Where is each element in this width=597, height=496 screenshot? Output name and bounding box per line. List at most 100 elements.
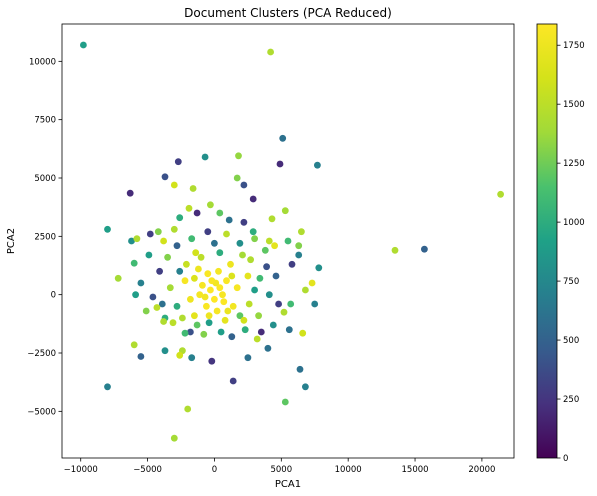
data-point-55 [130,341,138,349]
data-point-93 [216,249,224,257]
data-point-16 [240,181,248,189]
data-point-2 [279,134,287,142]
data-point-88 [188,235,196,243]
data-point-108 [187,295,194,303]
data-point-13 [189,185,197,192]
data-point-46 [130,259,138,267]
data-point-40 [288,260,296,268]
data-point-123 [201,293,209,301]
data-point-116 [196,291,204,299]
colorbar [537,24,557,458]
data-point-74 [287,300,295,308]
data-point-59 [176,351,184,359]
data-point-60 [188,354,196,362]
data-point-66 [229,377,237,385]
data-point-67 [281,398,289,406]
colorbar-frame [536,23,558,459]
data-point-24 [154,228,162,236]
colorbar-tick-label: 500 [563,336,579,346]
data-point-70 [170,434,178,442]
data-point-73 [280,308,288,316]
y-tick-label: −5000 [27,407,56,417]
data-point-69 [184,405,192,413]
data-point-57 [161,347,169,355]
x-tick-label: 5000 [270,465,292,475]
data-point-56 [137,353,145,360]
data-point-127 [191,274,198,282]
colorbar-tick-label: 250 [563,395,579,405]
data-point-37 [298,228,305,236]
data-point-106 [233,284,241,292]
data-point-29 [207,201,214,209]
data-point-121 [219,291,226,299]
data-point-51 [142,307,150,315]
y-tick-label: 7500 [34,116,56,126]
x-tick-label: −5000 [133,465,162,475]
data-point-134 [265,291,273,299]
data-point-96 [245,300,253,308]
data-point-32 [240,218,248,226]
data-point-41 [315,264,323,272]
data-point-71 [299,329,307,337]
data-point-137 [158,300,166,308]
data-point-35 [271,242,278,250]
data-point-44 [311,300,319,308]
y-axis-label: PCA2 [6,228,17,254]
data-point-50 [153,304,161,311]
data-point-136 [156,267,164,275]
data-point-82 [256,274,264,282]
data-point-18 [268,215,276,223]
data-point-145 [211,239,218,247]
data-point-113 [220,298,228,306]
data-point-72 [285,326,293,334]
colorbar-tick-label: 0 [563,454,568,464]
data-point-80 [187,328,194,336]
y-tick-label: 0 [51,291,56,301]
y-tick-label: 10000 [29,57,56,67]
data-point-61 [208,357,216,365]
data-point-22 [133,235,141,243]
colorbar-tick-label: 1750 [563,41,585,51]
data-point-107 [229,302,237,310]
data-point-64 [296,365,304,373]
data-point-114 [213,307,221,315]
data-point-138 [145,251,153,259]
data-point-43 [302,286,309,294]
data-point-12 [161,173,169,181]
data-point-111 [215,267,222,275]
data-point-115 [203,302,210,310]
data-point-26 [176,214,184,222]
data-point-85 [236,239,244,247]
colorbar-ticks: 0 250 500 750 1000 1250 1500 1750 [557,41,585,464]
data-point-15 [233,174,241,182]
data-point-7 [421,245,428,253]
chart-title: Document Clusters (PCA Reduced) [184,6,392,20]
y-tick-label: 2500 [34,232,56,242]
data-point-8 [174,158,182,166]
data-point-144 [193,321,201,329]
data-point-140 [261,246,269,254]
y-axis: −5000 −2500 0 2500 5000 7500 10000 [27,57,62,417]
data-point-78 [228,333,236,341]
colorbar-tick-label: 750 [563,277,579,287]
data-point-126 [228,272,236,280]
data-point-36 [284,237,292,245]
data-point-0 [80,41,87,49]
data-point-27 [185,204,193,212]
data-point-125 [224,307,232,315]
data-point-30 [216,209,224,217]
data-point-130 [239,251,246,259]
data-point-94 [244,272,252,280]
data-point-31 [225,216,233,224]
data-point-133 [240,316,248,324]
data-point-100 [191,312,198,320]
data-point-146 [249,228,257,236]
data-point-45 [114,274,122,282]
data-point-49 [149,293,157,301]
data-point-11 [126,189,134,197]
data-point-105 [227,260,234,268]
data-point-110 [204,270,212,278]
x-tick-label: 0 [212,465,217,475]
data-point-21 [128,237,135,245]
